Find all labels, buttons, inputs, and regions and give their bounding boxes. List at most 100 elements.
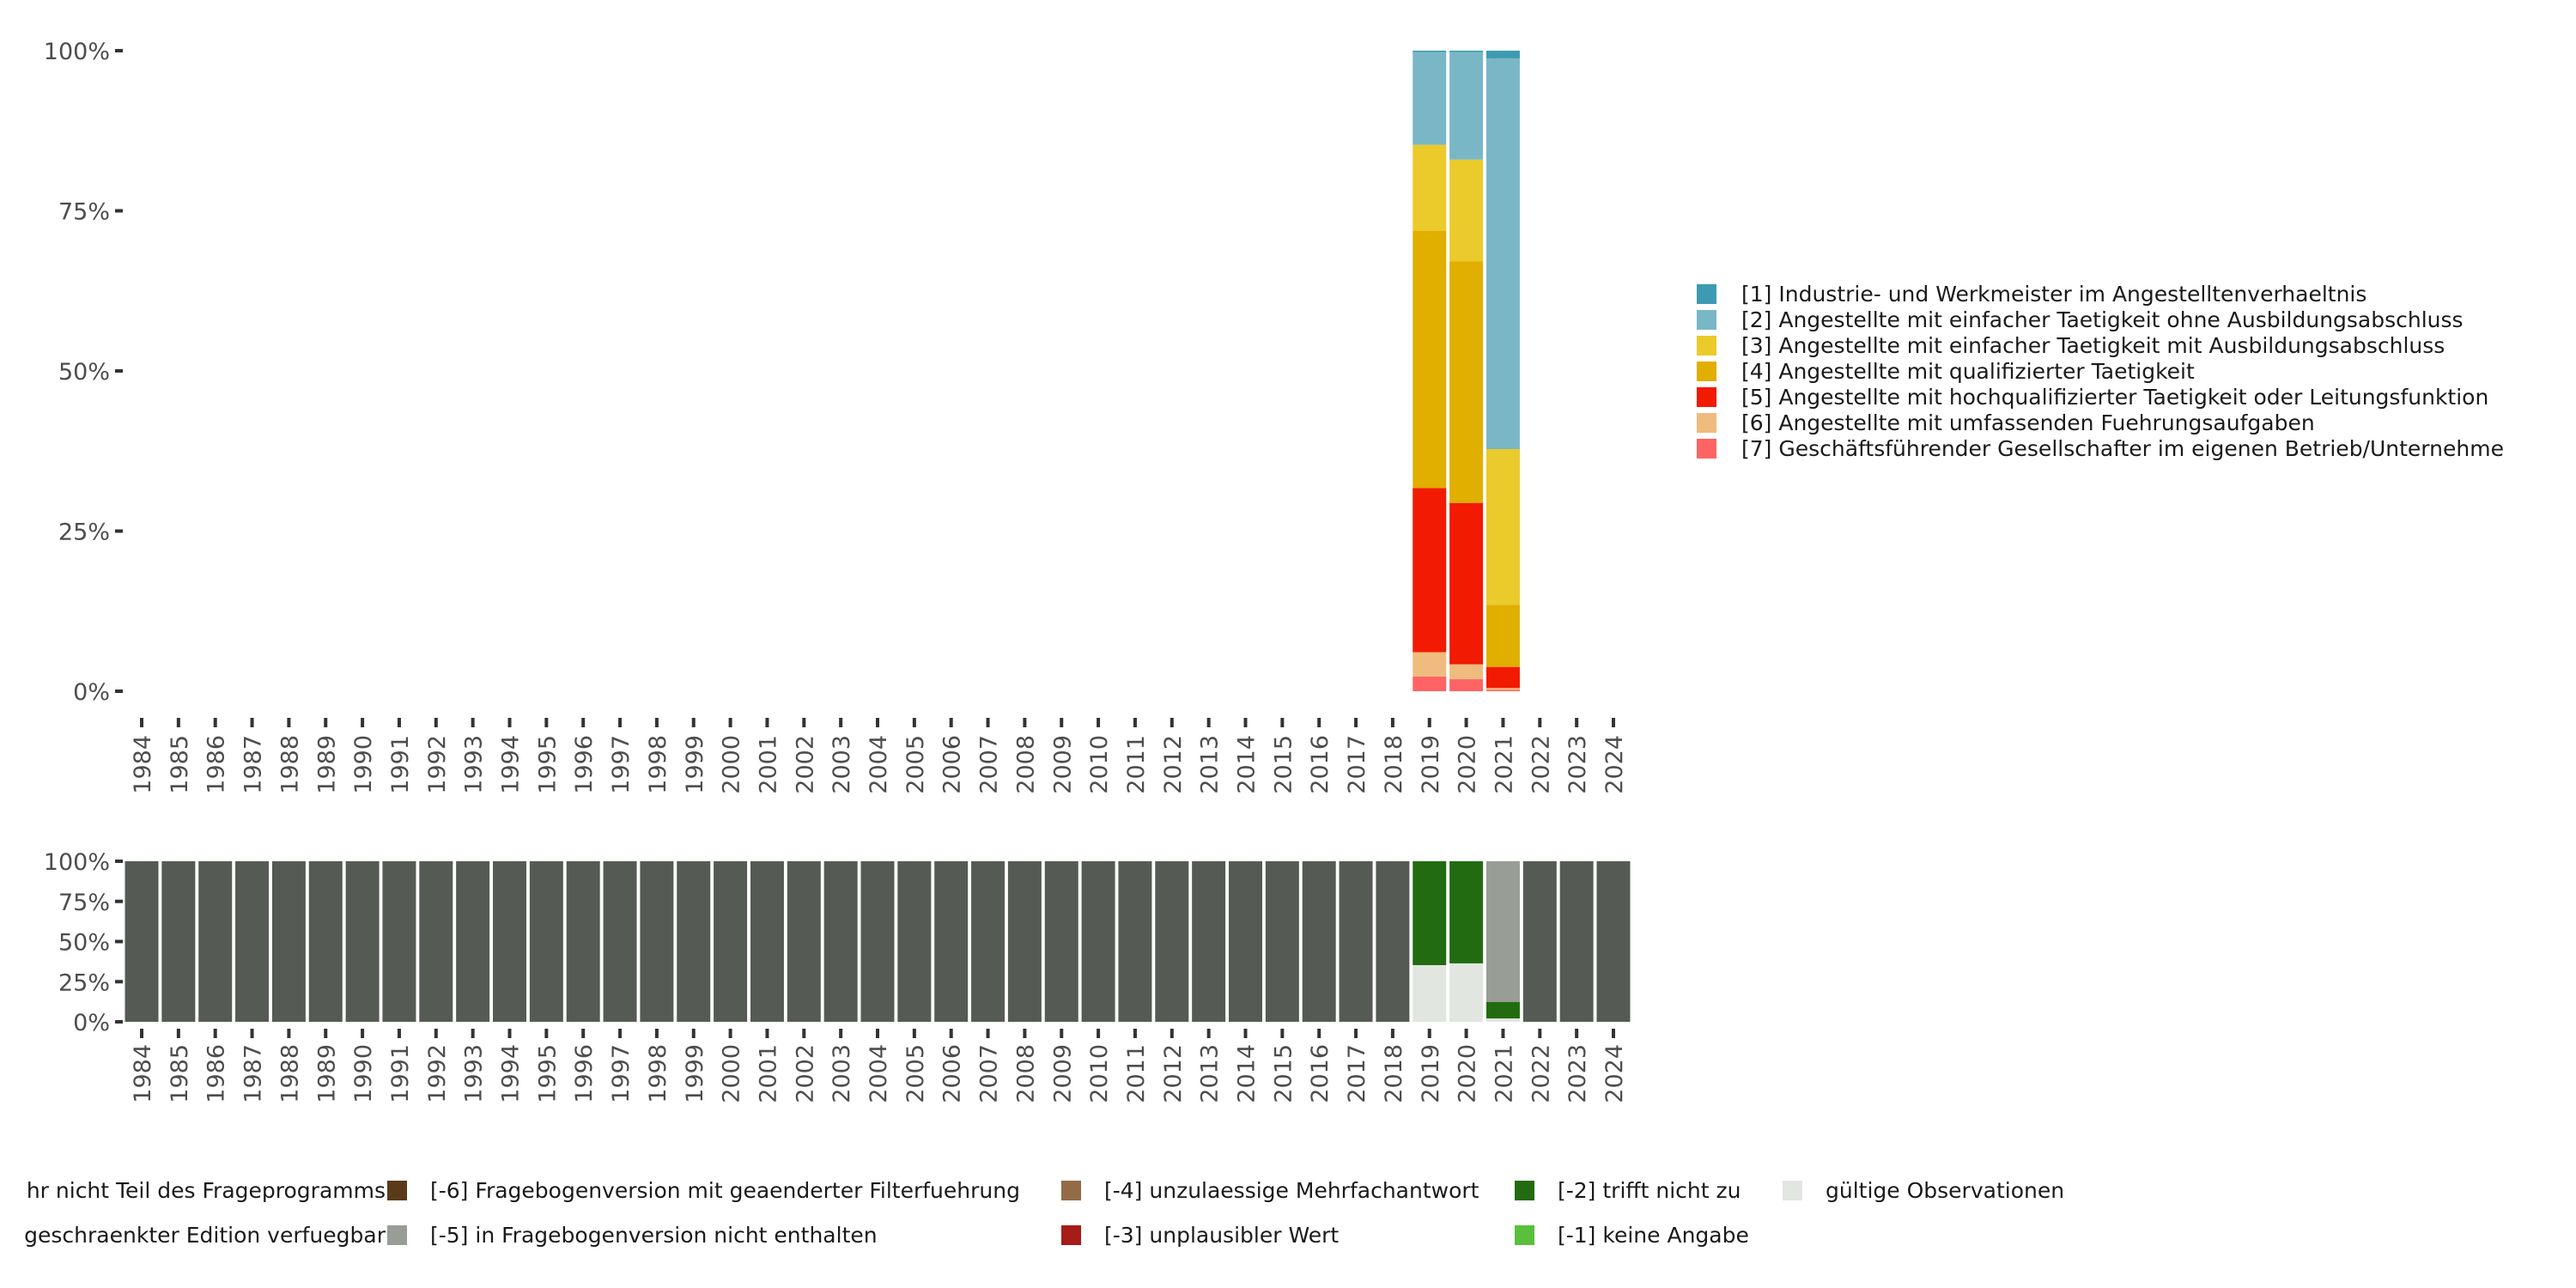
bottom-legend: hr nicht Teil des Frageprogramms [-6] Fra… [24,1178,2064,1248]
bar-2020-series-1 [1449,52,1484,160]
y-tick-label: 50% [58,359,110,386]
y-tick-label: 25% [58,969,110,996]
legend-label: [-1] keine Angabe [1558,1223,1749,1248]
legend-key [1697,387,1716,407]
x-tick-label: 2003 [829,735,855,794]
legend-key [387,1225,407,1245]
legend-key [1697,413,1716,433]
bar-1987 [235,861,270,1022]
bar-2004 [860,861,895,1022]
x-tick-label: 1984 [130,735,156,794]
bar-2021-series-0 [1485,51,1520,58]
bar-2008 [1007,861,1042,1022]
bottom-chart: 0% 25% 50% 75% 100% 1984 1985 1986 1987 1988 1989 1… [44,849,1631,1103]
bar-2019-series-1 [1413,52,1447,145]
x-tick-label: 2020 [1455,735,1481,794]
top-chart: 0% 25% 50% 75% 100% 1984 1985 1986 1987 1988 1989 1… [44,39,1628,794]
bar-1995 [529,861,563,1022]
x-tick-label: 1989 [313,1044,340,1103]
x-tick-label: 1996 [571,735,598,794]
x-tick-label: 1993 [461,1044,488,1103]
legend-label: hr nicht Teil des Frageprogramms [27,1178,386,1203]
y-tick-label: 75% [58,890,110,916]
bar-1992 [419,861,453,1022]
bar-2019-series-7 [1413,964,1447,1022]
x-tick-label: 2024 [1601,735,1628,794]
x-tick-label: 1985 [167,1044,193,1103]
legend-key [387,1181,407,1200]
y-tick-label: 25% [58,519,110,546]
x-tick-label: 1989 [313,735,340,794]
legend-key [1697,284,1716,304]
x-tick-label: 2001 [755,1044,781,1103]
legend-key [1515,1181,1534,1200]
x-tick-label: 1994 [498,1044,525,1103]
legend-label: gültige Observationen [1826,1178,2064,1203]
x-tick-label: 1985 [167,735,193,794]
legend-key [1061,1181,1081,1200]
x-tick-label: 2023 [1564,735,1591,794]
bar-2021-series-2 [1485,449,1520,605]
x-tick-label: 1997 [608,735,635,794]
legend-key [1697,310,1716,330]
bar-2023 [1559,861,1594,1022]
bar-1993 [456,861,490,1022]
bar-2019-series-5 [1413,861,1447,965]
x-tick-label: 1998 [645,735,671,794]
bar-2021-series-3 [1485,605,1520,667]
bar-2011 [1118,861,1152,1022]
legend-label: geschraenkter Edition verfuegbar [24,1223,386,1248]
bar-2019-series-2 [1413,144,1447,231]
legend-key [1697,439,1716,459]
x-tick-label: 1986 [204,1044,230,1103]
x-tick-label: 2010 [1086,1044,1113,1103]
x-tick-label: 2018 [1381,735,1407,794]
bar-1998 [640,861,674,1022]
bar-2019-series-0 [1413,51,1447,52]
legend-label: [-4] unzulaessige Mehrfachantwort [1104,1178,1479,1203]
bar-2007 [971,861,1005,1022]
bar-2010 [1081,861,1115,1022]
bar-2000 [714,861,748,1022]
y-tick-label: 75% [58,199,110,226]
x-tick-label: 2002 [792,735,818,794]
x-tick-label: 2005 [902,1044,929,1103]
bar-2020-series-0 [1449,51,1484,52]
legend-label: [4] Angestellte mit qualifizierter Taeti… [1741,359,2195,384]
x-tick-label: 1996 [571,1044,598,1103]
bar-2013 [1192,861,1226,1022]
legend-label: [-3] unplausibler Wert [1104,1223,1339,1248]
x-tick-label: 2005 [902,735,929,794]
bar-2020-series-6 [1449,678,1484,691]
bar-2019-series-6 [1413,676,1447,691]
x-tick-label: 1995 [534,1044,561,1103]
x-tick-label: 2024 [1601,1044,1628,1103]
x-tick-label: 2021 [1491,735,1517,794]
bar-2016 [1302,861,1336,1022]
x-tick-label: 2014 [1234,1044,1261,1103]
legend-label: [1] Industrie- und Werkmeister im Angest… [1741,282,2366,307]
y-tick-label: 0% [73,1010,110,1036]
bar-2021-series-6 [1485,690,1520,691]
bar-2005 [897,861,932,1022]
x-tick-label: 2004 [866,735,892,794]
bar-2020-series-2 [1449,159,1484,262]
legend-label: [7] Geschäftsführender Gesellschafter im… [1741,436,2504,461]
bar-1994 [493,861,526,1022]
x-tick-label: 2008 [1012,735,1039,794]
legend-key [1061,1225,1081,1245]
x-tick-label: 2009 [1049,735,1076,794]
x-tick-label: 2003 [829,1044,855,1103]
x-tick-label: 2022 [1528,735,1554,794]
bar-2020-series-4 [1449,502,1484,665]
x-tick-label: 1999 [682,735,708,794]
x-tick-label: 2016 [1307,1044,1334,1103]
bar-2020-series-5 [1449,861,1484,963]
x-tick-label: 1995 [534,735,561,794]
x-tick-label: 1990 [350,735,377,794]
x-tick-label: 2007 [976,735,1003,794]
legend-key [1697,361,1716,381]
bar-2021-series-2 [1485,861,1520,1002]
x-tick-label: 2022 [1528,1044,1554,1103]
bar-2021-series-5 [1485,1001,1520,1019]
